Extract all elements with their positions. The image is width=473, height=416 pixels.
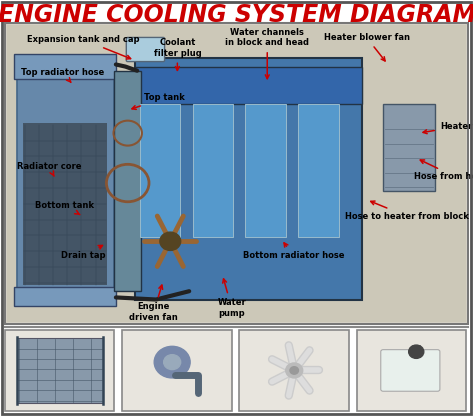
FancyBboxPatch shape — [23, 123, 107, 285]
FancyBboxPatch shape — [135, 58, 362, 300]
FancyBboxPatch shape — [122, 330, 232, 411]
FancyBboxPatch shape — [357, 330, 466, 411]
FancyBboxPatch shape — [126, 37, 165, 62]
Text: Heater: Heater — [423, 122, 472, 134]
FancyBboxPatch shape — [245, 104, 286, 237]
FancyBboxPatch shape — [140, 104, 180, 237]
Text: Water
pump: Water pump — [218, 279, 246, 317]
FancyBboxPatch shape — [17, 77, 114, 289]
Text: Bottom radiator hose: Bottom radiator hose — [243, 243, 344, 260]
Text: Heater blower fan: Heater blower fan — [324, 33, 410, 61]
Circle shape — [164, 354, 181, 369]
Text: Bottom tank: Bottom tank — [35, 201, 95, 215]
Text: Top tank: Top tank — [132, 93, 185, 109]
Text: Radiator core: Radiator core — [17, 162, 81, 176]
FancyBboxPatch shape — [412, 345, 421, 354]
FancyBboxPatch shape — [5, 330, 114, 411]
Text: Top radiator hose: Top radiator hose — [21, 68, 105, 82]
Text: Hose from heater: Hose from heater — [414, 160, 473, 181]
Circle shape — [409, 345, 424, 358]
FancyBboxPatch shape — [7, 25, 466, 322]
FancyBboxPatch shape — [14, 287, 116, 306]
Circle shape — [160, 232, 181, 250]
FancyBboxPatch shape — [239, 330, 349, 411]
Circle shape — [154, 346, 190, 378]
Text: ENGINE COOLING SYSTEM DIAGRAM: ENGINE COOLING SYSTEM DIAGRAM — [0, 2, 473, 27]
FancyBboxPatch shape — [193, 104, 233, 237]
FancyBboxPatch shape — [381, 349, 440, 391]
FancyBboxPatch shape — [114, 71, 141, 291]
Text: Engine
driven fan: Engine driven fan — [129, 285, 178, 322]
FancyBboxPatch shape — [17, 338, 103, 403]
FancyBboxPatch shape — [5, 23, 468, 324]
FancyBboxPatch shape — [14, 54, 116, 79]
Circle shape — [290, 367, 298, 374]
FancyBboxPatch shape — [383, 104, 435, 191]
Text: Coolant
filter plug: Coolant filter plug — [154, 38, 201, 70]
Circle shape — [286, 363, 303, 378]
Text: Water channels
in block and head: Water channels in block and head — [225, 28, 309, 79]
FancyBboxPatch shape — [135, 67, 362, 104]
Text: Hose to heater from block: Hose to heater from block — [345, 201, 469, 221]
Text: Drain tap: Drain tap — [61, 245, 105, 260]
Text: Expansion tank and cap: Expansion tank and cap — [26, 35, 139, 59]
FancyBboxPatch shape — [298, 104, 339, 237]
